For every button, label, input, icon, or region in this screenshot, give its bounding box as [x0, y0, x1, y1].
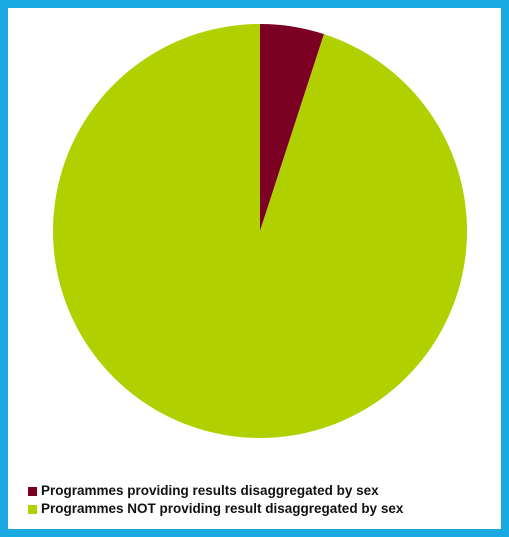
chart-legend: Programmes providing results disaggregat… — [28, 482, 403, 518]
legend-label-providing: Programmes providing results disaggregat… — [41, 483, 379, 498]
pie-slice-not-providing — [53, 24, 468, 439]
legend-label-not-providing: Programmes NOT providing result disaggre… — [41, 501, 404, 516]
pie-slice-providing — [260, 24, 324, 231]
legend-swatch-providing — [28, 486, 37, 496]
legend-swatch-not-providing — [28, 504, 37, 514]
legend-item-not-providing: Programmes NOT providing result disaggre… — [28, 500, 403, 518]
legend-item-providing: Programmes providing results disaggregat… — [28, 482, 403, 500]
